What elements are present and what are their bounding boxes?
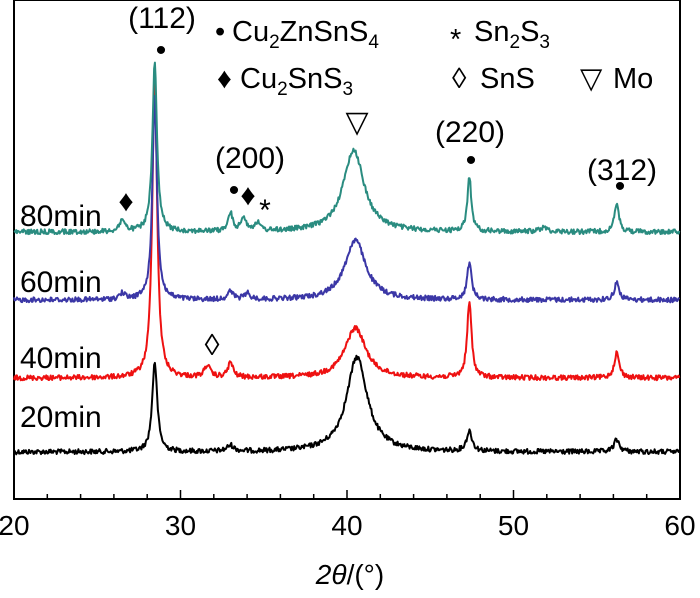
series-label-40min: 40min: [20, 342, 102, 375]
series-group: [13, 61, 681, 456]
peak-marker-112: •: [156, 34, 167, 67]
legend-symbol-cts: ♦: [217, 63, 232, 95]
phase-marker-sn2s3: *: [259, 194, 271, 227]
phase-marker-cts-2: ♦: [240, 179, 255, 212]
series-label-20min: 20min: [20, 401, 102, 434]
series-line-60min: [13, 95, 681, 304]
legend-label-sn2s3: Sn2S3: [474, 16, 550, 53]
series-line-20min: [13, 354, 681, 456]
phase-marker-cts-1: ♦: [118, 185, 133, 218]
legend-symbol-sn2s3: *: [450, 24, 461, 56]
peak-marker-200: •: [229, 174, 240, 207]
legend-symbol-sns: ◊: [452, 63, 467, 95]
phase-marker-mo: ▽: [345, 106, 368, 139]
peak-label-220: (220): [435, 116, 505, 149]
legend-label-sns: SnS: [480, 63, 535, 95]
peak-marker-312: •: [615, 170, 626, 203]
x-tick-label: 30: [165, 510, 196, 541]
x-tick-label: 20: [0, 510, 30, 541]
legend: • Cu2ZnSnS4 * Sn2S3 ♦ Cu2SnS3 ◊ SnS ▽ Mo: [215, 16, 653, 100]
x-tick-label: 60: [664, 510, 695, 541]
x-axis-title-unit: /(°): [347, 559, 385, 590]
x-axis-title-symbol: 2θ: [315, 559, 347, 590]
series-line-40min: [13, 75, 681, 382]
series-line-80min: [13, 61, 681, 236]
peak-marker-220: •: [466, 144, 477, 177]
x-tick-label: 50: [498, 510, 529, 541]
x-axis-title: 2θ/(°): [315, 559, 384, 590]
phase-marker-sns: ◊: [205, 329, 220, 362]
peak-label-312: (312): [587, 154, 657, 187]
series-label-60min: 60min: [20, 266, 102, 299]
legend-label-mo: Mo: [613, 63, 653, 95]
series-label-80min: 80min: [20, 200, 102, 233]
x-ticks: [13, 490, 681, 499]
peak-label-112: (112): [128, 2, 196, 35]
legend-label-cztss: Cu2ZnSnS4: [232, 16, 379, 53]
legend-label-cts: Cu2SnS3: [240, 63, 353, 100]
peak-label-200: (200): [215, 142, 285, 175]
x-tick-label: 40: [331, 510, 362, 541]
legend-symbol-cztss: •: [215, 16, 225, 48]
legend-symbol-mo: ▽: [580, 63, 603, 95]
